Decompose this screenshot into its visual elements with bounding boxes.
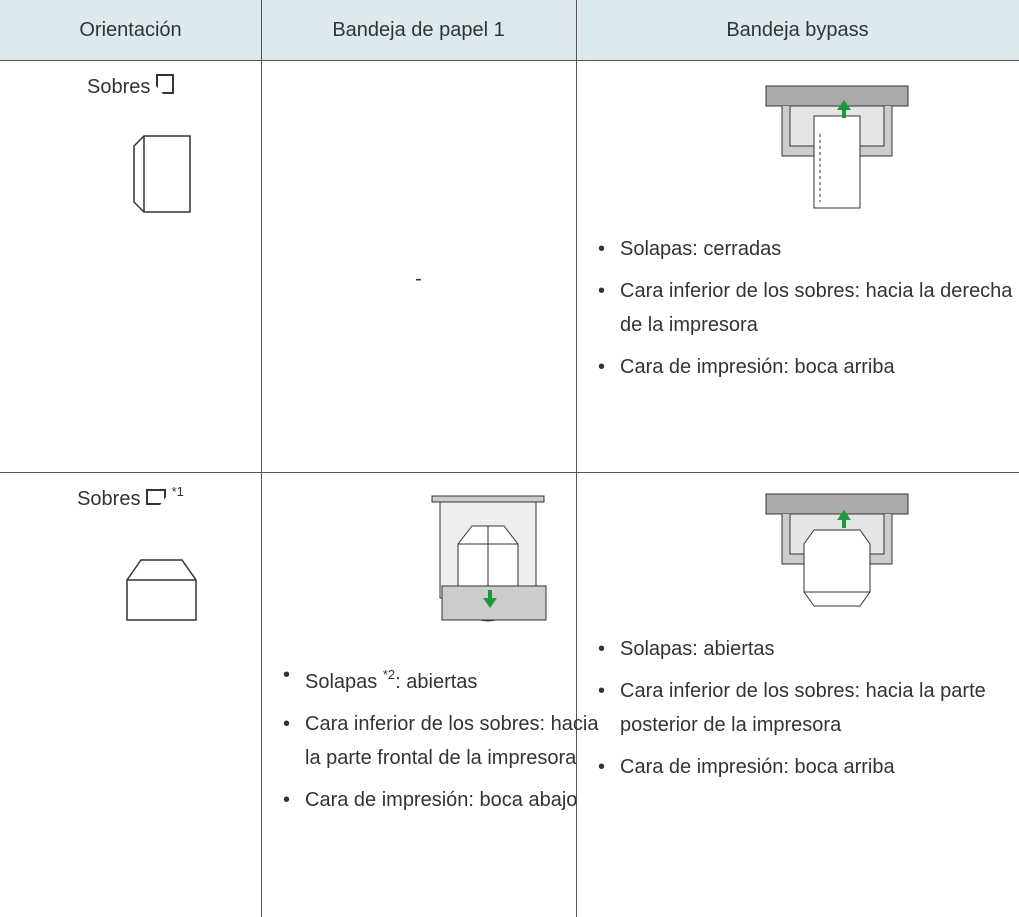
bullet: Cara de impresión: boca arriba — [594, 750, 1019, 784]
orientation-label: Sobres — [87, 76, 151, 98]
tray1-list-cell: Solapas *2: abiertas Cara inferior de lo… — [279, 658, 599, 825]
bullet: Cara de impresión: boca abajo — [279, 783, 599, 817]
tray1-illustration — [431, 495, 547, 622]
header-cell: Bandeja de papel 1 — [332, 19, 505, 41]
bullet-text: : abiertas — [395, 671, 478, 693]
orientation-cell: Sobres — [0, 74, 261, 99]
bypass-illustration — [765, 85, 909, 209]
bullet-text: Solapas — [305, 671, 378, 693]
row-border — [0, 472, 1019, 473]
envelope-landscape — [126, 559, 197, 621]
bullet: Cara de impresión: boca arriba — [594, 350, 1019, 384]
landscape-icon — [146, 489, 167, 505]
orientation-label: Sobres — [77, 488, 141, 510]
bullet: Solapas: abiertas — [594, 632, 1019, 666]
portrait-icon — [155, 74, 174, 94]
footnote-ref: *2 — [382, 667, 396, 682]
header-cell: Orientación — [79, 19, 182, 41]
footnote-ref: *1 — [171, 484, 184, 499]
bullet-list: Solapas *2: abiertas Cara inferior de lo… — [279, 658, 599, 817]
bullet-list: Solapas: abiertas Cara inferior de los s… — [594, 632, 1019, 784]
bullet: Cara inferior de los sobres: hacia la pa… — [594, 674, 1019, 742]
bullet: Solapas: cerradas — [594, 232, 1019, 266]
bypass-illustration — [765, 493, 909, 607]
bypass-cell: Solapas: abiertas Cara inferior de los s… — [594, 632, 1019, 792]
column-border — [261, 0, 262, 917]
tray1-cell: - — [415, 268, 422, 290]
bullet-list: Solapas: cerradas Cara inferior de los s… — [594, 232, 1019, 384]
header-cell: Bandeja bypass — [726, 19, 869, 41]
header-row: Orientación Bandeja de papel 1 Bandeja b… — [0, 0, 1019, 61]
bypass-cell: Solapas: cerradas Cara inferior de los s… — [594, 232, 1019, 392]
bullet: Cara inferior de los sobres: hacia la pa… — [279, 707, 599, 775]
bullet: Cara inferior de los sobres: hacia la de… — [594, 274, 1019, 342]
orientation-cell: Sobres *1 — [0, 484, 261, 511]
bullet: Solapas *2: abiertas — [279, 658, 599, 699]
column-border — [576, 0, 577, 917]
envelope-portrait — [133, 135, 191, 213]
